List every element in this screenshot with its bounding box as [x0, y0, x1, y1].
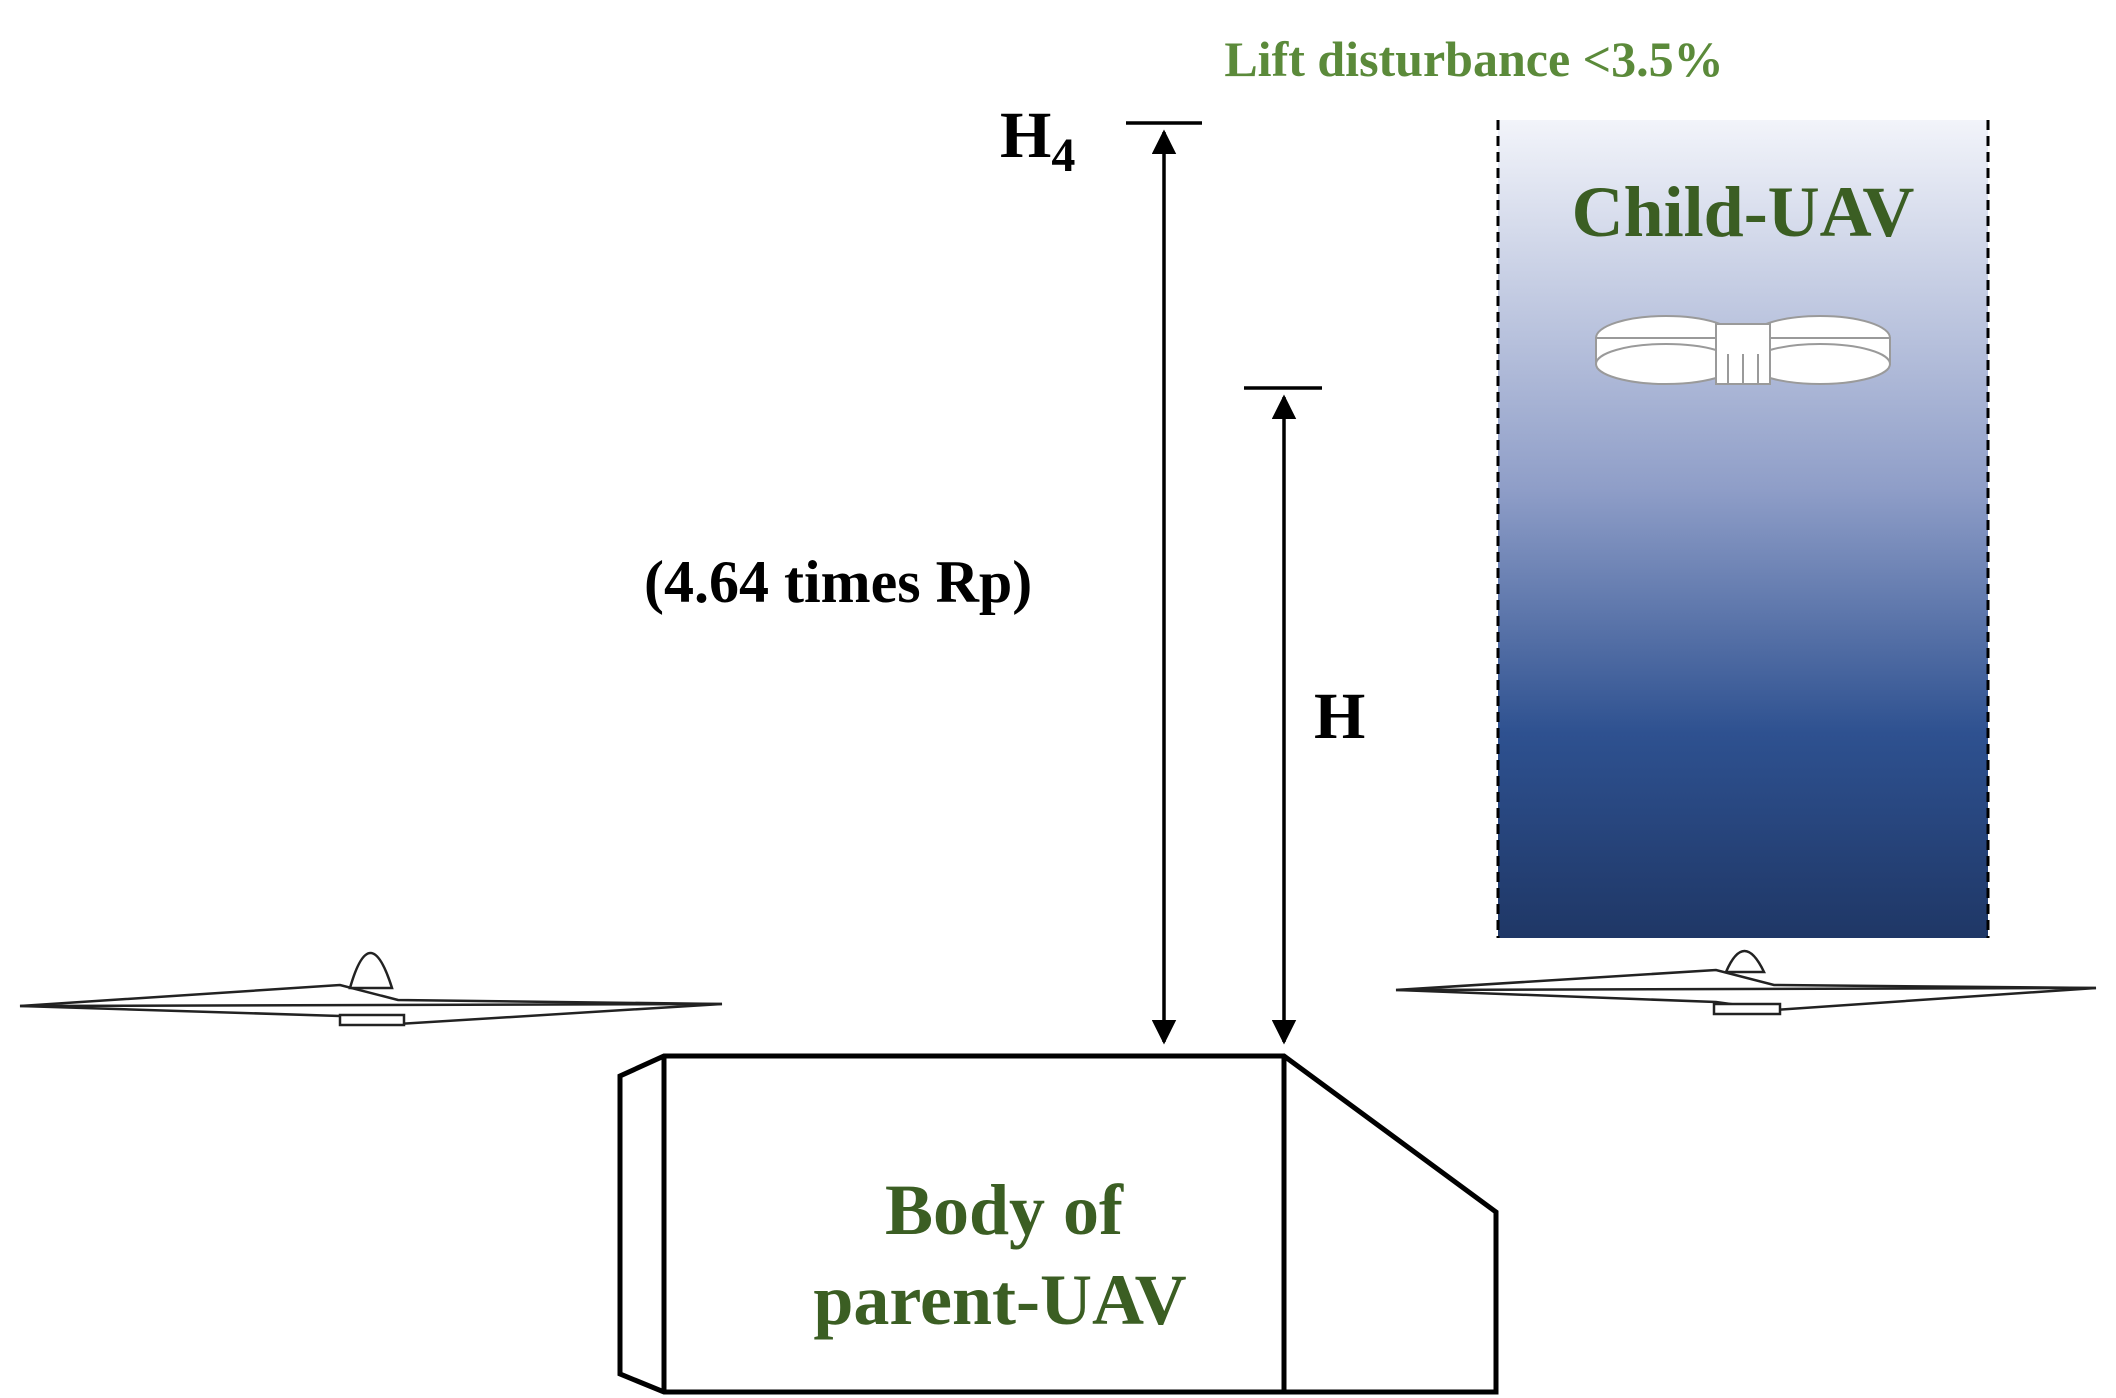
child-uav-wake-region	[1496, 120, 1990, 938]
lift-disturbance-label: Lift disturbance <3.5%	[1224, 31, 1723, 87]
h4-main: H	[1000, 99, 1051, 172]
parent-body-label-line2: parent-UAV	[813, 1260, 1186, 1340]
quadrotor-uav-icon	[1595, 315, 1891, 385]
h4-subscript: 4	[1051, 129, 1075, 182]
propeller-icon	[19, 952, 723, 1027]
times-rp-label: (4.64 times Rp)	[644, 549, 1032, 615]
child-uav-label: Child-UAV	[1572, 172, 1915, 252]
h4-dimension	[1126, 121, 1202, 1045]
parent-body-label-line1: Body of	[885, 1170, 1124, 1250]
h-dimension	[1244, 386, 1322, 1045]
propeller-icon	[1395, 950, 2097, 1016]
h-label: H	[1314, 680, 1365, 753]
parent-uav-body	[617, 1053, 1499, 1395]
h4-label: H4	[1000, 99, 1075, 182]
